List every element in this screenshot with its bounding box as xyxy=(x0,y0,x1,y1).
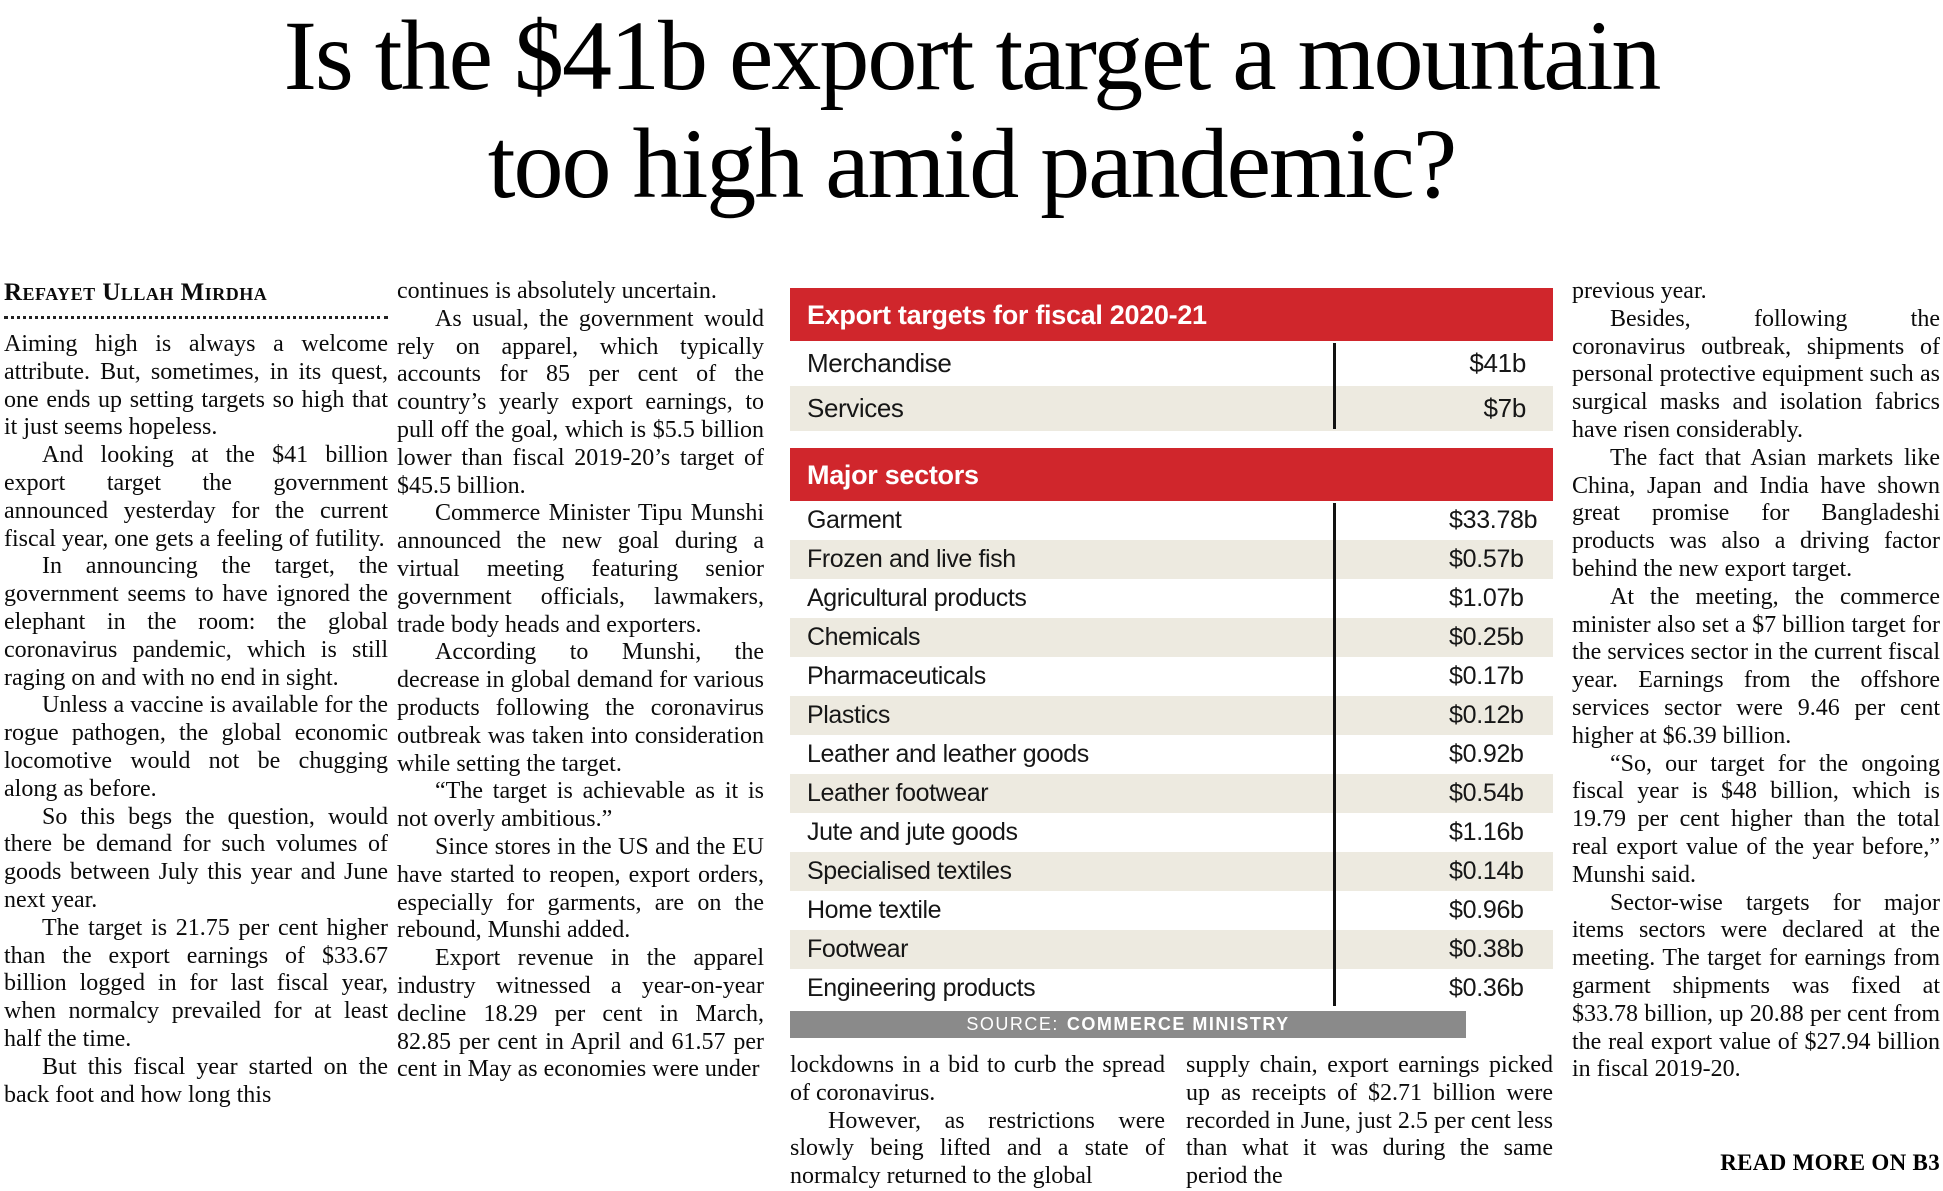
article-paragraph: The target is 21.75 per cent higher than… xyxy=(4,914,388,1052)
row-label: Engineering products xyxy=(807,974,1036,1002)
row-value: $0.57b xyxy=(1449,545,1524,573)
article-paragraph: Since stores in the US and the EU have s… xyxy=(397,833,764,944)
source-label: SOURCE: xyxy=(966,1014,1059,1034)
source-name: COMMERCE MINISTRY xyxy=(1066,1014,1290,1034)
table-row: Plastics $0.12b xyxy=(790,696,1553,735)
read-more-note: READ MORE ON B3 xyxy=(1720,1150,1940,1175)
table-row: Engineering products $0.36b xyxy=(790,969,1553,1008)
row-value: $0.36b xyxy=(1449,974,1524,1002)
article-column-1: Refayet Ullah Mirdha Aiming high is alwa… xyxy=(4,278,388,1109)
row-value: $41b xyxy=(1469,348,1526,378)
row-value: $1.07b xyxy=(1449,584,1524,612)
row-value: $0.38b xyxy=(1449,935,1524,963)
export-targets-table: Merchandise $41b Services $7b xyxy=(790,341,1553,431)
major-sectors-table: Garment $33.78b Frozen and live fish $0.… xyxy=(790,501,1553,1008)
article-column-5: previous year. Besides, following the co… xyxy=(1572,278,1940,1084)
article-paragraph: lockdowns in a bid to curb the spread of… xyxy=(790,1052,1165,1106)
article-column-4: supply chain, export earnings picked up … xyxy=(1186,1052,1553,1191)
dotted-rule xyxy=(4,316,388,319)
table-row: Chemicals $0.25b xyxy=(790,618,1553,657)
infographic-header-export-targets: Export targets for fiscal 2020-21 xyxy=(790,288,1553,341)
row-value: $0.54b xyxy=(1449,779,1524,807)
article-paragraph: Export revenue in the apparel industry w… xyxy=(397,945,764,1083)
row-value: $0.92b xyxy=(1449,740,1524,768)
row-value: $1.16b xyxy=(1449,818,1524,846)
row-label: Agricultural products xyxy=(807,584,1027,612)
article-paragraph: However, as restrictions were slowly bei… xyxy=(790,1107,1165,1190)
row-value: $0.14b xyxy=(1449,857,1524,885)
headline-line-1: Is the $41b export target a mountain xyxy=(283,0,1662,111)
article-paragraph: Aiming high is always a welcome attribut… xyxy=(4,331,388,441)
row-label: Frozen and live fish xyxy=(807,545,1016,573)
article-paragraph: “The target is achievable as it is not o… xyxy=(397,778,764,833)
row-label: Footwear xyxy=(807,935,909,963)
article-paragraph: At the meeting, the commerce minister al… xyxy=(1572,583,1940,749)
row-label: Leather and leather goods xyxy=(807,740,1089,768)
article-paragraph: Commerce Minister Tipu Munshi announced … xyxy=(397,500,764,638)
headline: Is the $41b export target a mountain too… xyxy=(0,2,1943,218)
infographic-header-major-sectors: Major sectors xyxy=(790,448,1553,501)
row-value: $0.96b xyxy=(1449,896,1524,924)
table-gap xyxy=(790,431,1553,448)
row-value: $0.12b xyxy=(1449,701,1524,729)
source-bar: SOURCE: COMMERCE MINISTRY xyxy=(790,1011,1466,1038)
table-row: Services $7b xyxy=(790,386,1553,431)
article-paragraph: continues is absolutely uncertain. xyxy=(397,278,717,304)
table-row: Merchandise $41b xyxy=(790,341,1553,386)
headline-line-2: too high amid pandemic? xyxy=(487,108,1458,219)
row-value: $0.25b xyxy=(1449,623,1524,651)
row-label: Chemicals xyxy=(807,623,921,651)
article-paragraph: supply chain, export earnings picked up … xyxy=(1186,1052,1553,1190)
article-paragraph: The fact that Asian markets like China, … xyxy=(1572,444,1940,582)
article-paragraph: Sector-wise targets for major items sect… xyxy=(1572,889,1940,1083)
row-value: $33.78b xyxy=(1449,506,1538,534)
table-row: Footwear $0.38b xyxy=(790,930,1553,969)
article-paragraph: previous year. xyxy=(1572,278,1707,304)
article-paragraph: In announcing the target, the government… xyxy=(4,553,388,691)
table-row: Jute and jute goods $1.16b xyxy=(790,813,1553,852)
article-paragraph: Besides, following the coronavirus outbr… xyxy=(1572,305,1940,443)
export-targets-infographic: Export targets for fiscal 2020-21 Mercha… xyxy=(790,288,1553,1038)
table-row: Home textile $0.96b xyxy=(790,891,1553,930)
row-label: Services xyxy=(807,393,904,423)
row-label: Leather footwear xyxy=(807,779,989,807)
table-row: Leather footwear $0.54b xyxy=(790,774,1553,813)
row-label: Specialised textiles xyxy=(807,857,1012,885)
table-row: Agricultural products $1.07b xyxy=(790,579,1553,618)
table-row: Garment $33.78b xyxy=(790,501,1553,540)
table-row: Pharmaceuticals $0.17b xyxy=(790,657,1553,696)
byline: Refayet Ullah Mirdha xyxy=(4,279,268,306)
table-row: Frozen and live fish $0.57b xyxy=(790,540,1553,579)
article-paragraph: According to Munshi, the decrease in glo… xyxy=(397,639,764,777)
table-row: Leather and leather goods $0.92b xyxy=(790,735,1553,774)
article-paragraph: So this begs the question, would there b… xyxy=(4,803,388,913)
row-label: Pharmaceuticals xyxy=(807,662,986,690)
article-paragraph: As usual, the government would rely on a… xyxy=(397,305,764,499)
row-label: Plastics xyxy=(807,701,890,729)
row-label: Merchandise xyxy=(807,348,952,378)
row-label: Jute and jute goods xyxy=(807,818,1018,846)
article-paragraph: But this fiscal year started on the back… xyxy=(4,1053,388,1108)
article-column-3: lockdowns in a bid to curb the spread of… xyxy=(790,1052,1165,1191)
row-value: $7b xyxy=(1483,393,1527,423)
article-paragraph: “So, our target for the ongoing fiscal y… xyxy=(1572,750,1940,888)
row-label: Garment xyxy=(807,506,902,534)
article-paragraph: Unless a vaccine is available for the ro… xyxy=(4,692,388,802)
row-value: $0.17b xyxy=(1449,662,1524,690)
table-row: Specialised textiles $0.14b xyxy=(790,852,1553,891)
row-label: Home textile xyxy=(807,896,942,924)
article-paragraph: And looking at the $41 billion export ta… xyxy=(4,442,388,552)
article-column-2: continues is absolutely uncertain. As us… xyxy=(397,278,764,1084)
